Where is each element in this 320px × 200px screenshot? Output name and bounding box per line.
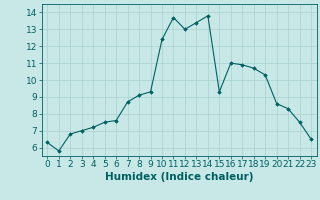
X-axis label: Humidex (Indice chaleur): Humidex (Indice chaleur) [105, 172, 253, 182]
